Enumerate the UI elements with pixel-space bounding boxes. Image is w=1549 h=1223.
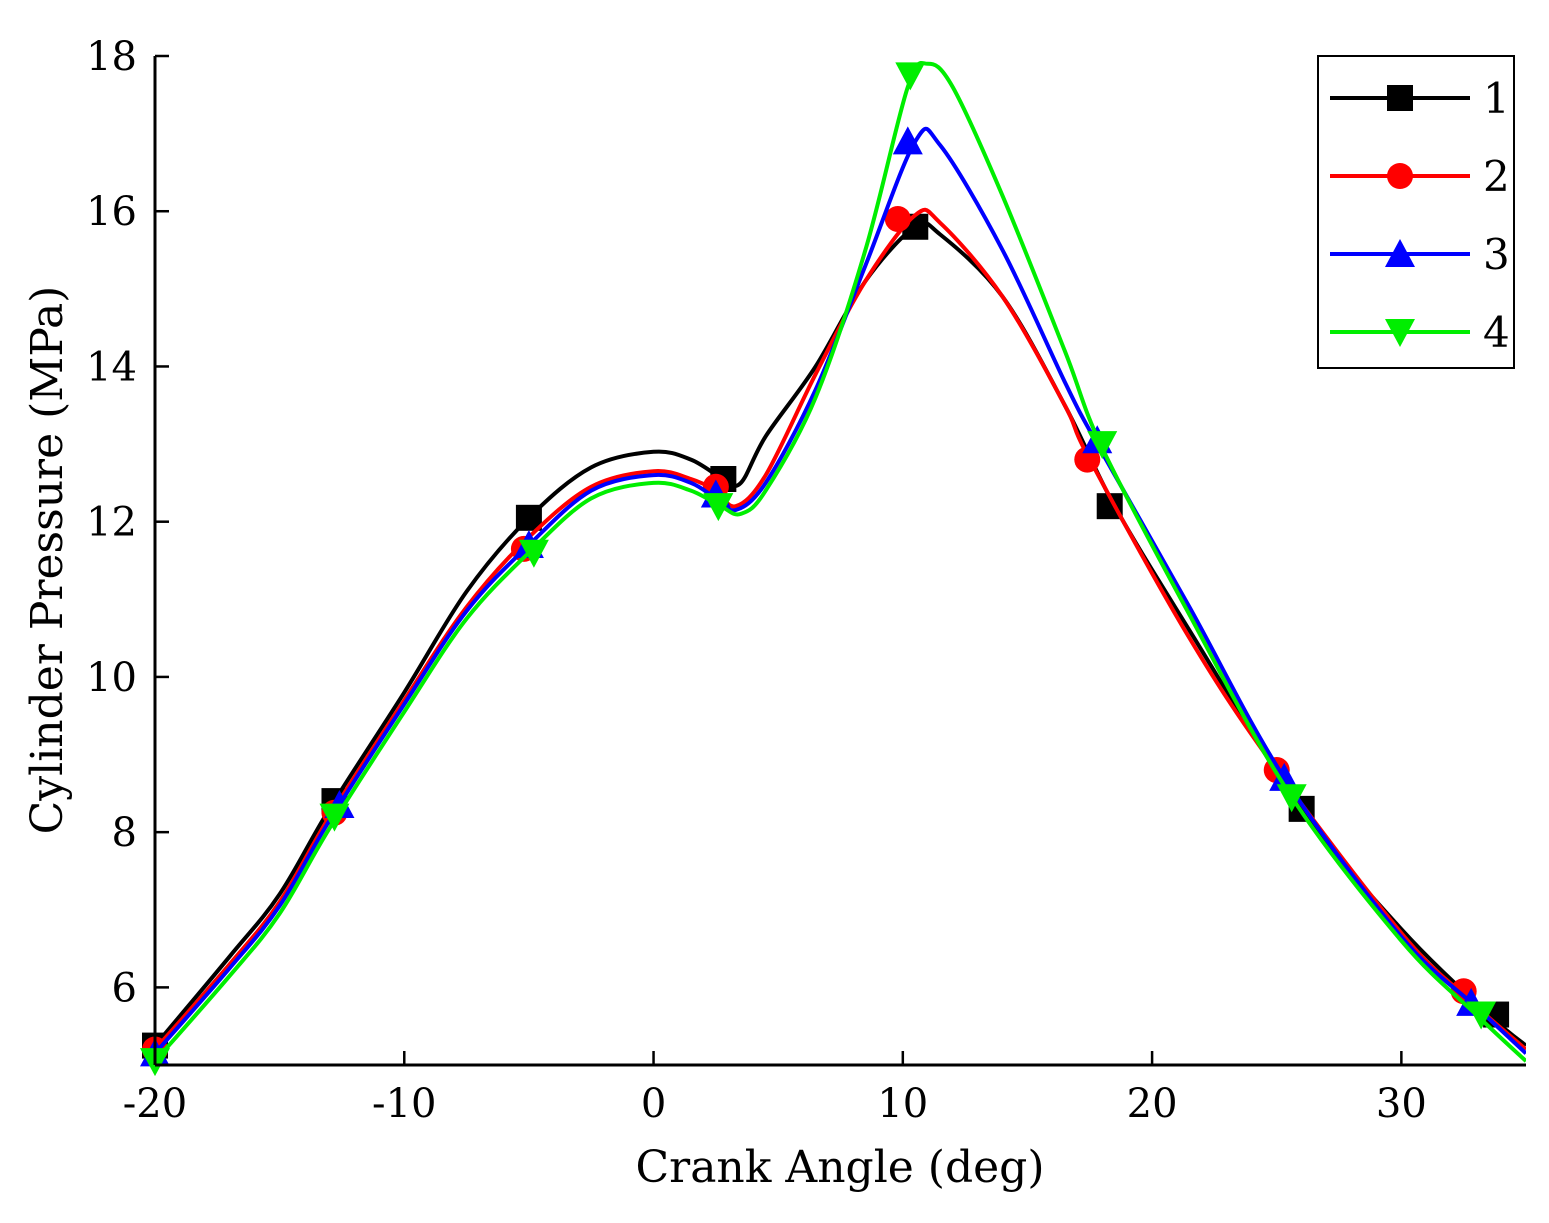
x-tick-label: -20 — [123, 1081, 187, 1127]
y-tick-label: 8 — [112, 810, 137, 856]
series-line-3 — [155, 126, 1526, 1055]
y-tick-label: 18 — [86, 34, 137, 80]
y-ticks: 6 8 10 12 14 16 18 — [86, 34, 169, 1011]
legend-entry-1: 1 — [1330, 74, 1510, 123]
y-tick-label: 16 — [86, 189, 137, 235]
data-point-4 — [1087, 431, 1118, 460]
legend-marker — [1385, 319, 1415, 347]
y-tick-label: 6 — [112, 965, 137, 1011]
x-tick-label: 20 — [1127, 1081, 1178, 1127]
x-ticks: -20 -10 0 10 20 30 — [123, 1051, 1427, 1127]
x-axis-label: Crank Angle (deg) — [636, 1142, 1045, 1193]
series-2 — [155, 207, 1526, 1052]
x-tick-label: 0 — [641, 1081, 666, 1127]
data-point-3 — [1269, 762, 1300, 791]
series-4 — [155, 60, 1526, 1063]
data-point-4 — [518, 539, 549, 568]
y-tick-label: 12 — [86, 500, 137, 546]
data-point-2 — [884, 205, 911, 232]
x-tick-label: 30 — [1376, 1081, 1427, 1127]
y-tick-label: 14 — [86, 344, 137, 390]
series-1 — [155, 220, 1526, 1048]
data-point-4 — [1276, 784, 1307, 813]
series-layer — [140, 60, 1526, 1077]
legend-box — [1317, 55, 1515, 369]
legend-label: 3 — [1483, 230, 1510, 279]
data-point-4 — [703, 493, 734, 522]
y-tick-label: 10 — [86, 655, 137, 701]
x-tick-label: 10 — [877, 1081, 928, 1127]
legend-entry-4: 4 — [1330, 308, 1510, 357]
legend-label: 2 — [1483, 152, 1510, 201]
x-tick-label: -10 — [372, 1081, 436, 1127]
legend-entry-3: 3 — [1330, 230, 1510, 279]
series-line-4 — [155, 60, 1526, 1063]
legend-entries: 1 2 3 4 — [1330, 74, 1510, 357]
series-3 — [155, 126, 1526, 1055]
data-point-4 — [319, 803, 350, 832]
legend-marker — [1387, 85, 1413, 111]
legend-label: 4 — [1483, 308, 1510, 357]
legend-marker — [1385, 239, 1415, 267]
series-line-1 — [155, 220, 1526, 1048]
legend-label: 1 — [1483, 74, 1510, 123]
legend-marker — [1387, 163, 1413, 189]
legend: 1 2 3 4 — [1317, 55, 1515, 369]
legend-entry-2: 2 — [1330, 152, 1510, 201]
data-point-3 — [892, 126, 923, 155]
series-line-2 — [155, 207, 1526, 1052]
data-point-4 — [1466, 1001, 1497, 1030]
data-point-4 — [895, 62, 926, 91]
y-axis-label: Cylinder Pressure (MPa) — [22, 286, 73, 835]
